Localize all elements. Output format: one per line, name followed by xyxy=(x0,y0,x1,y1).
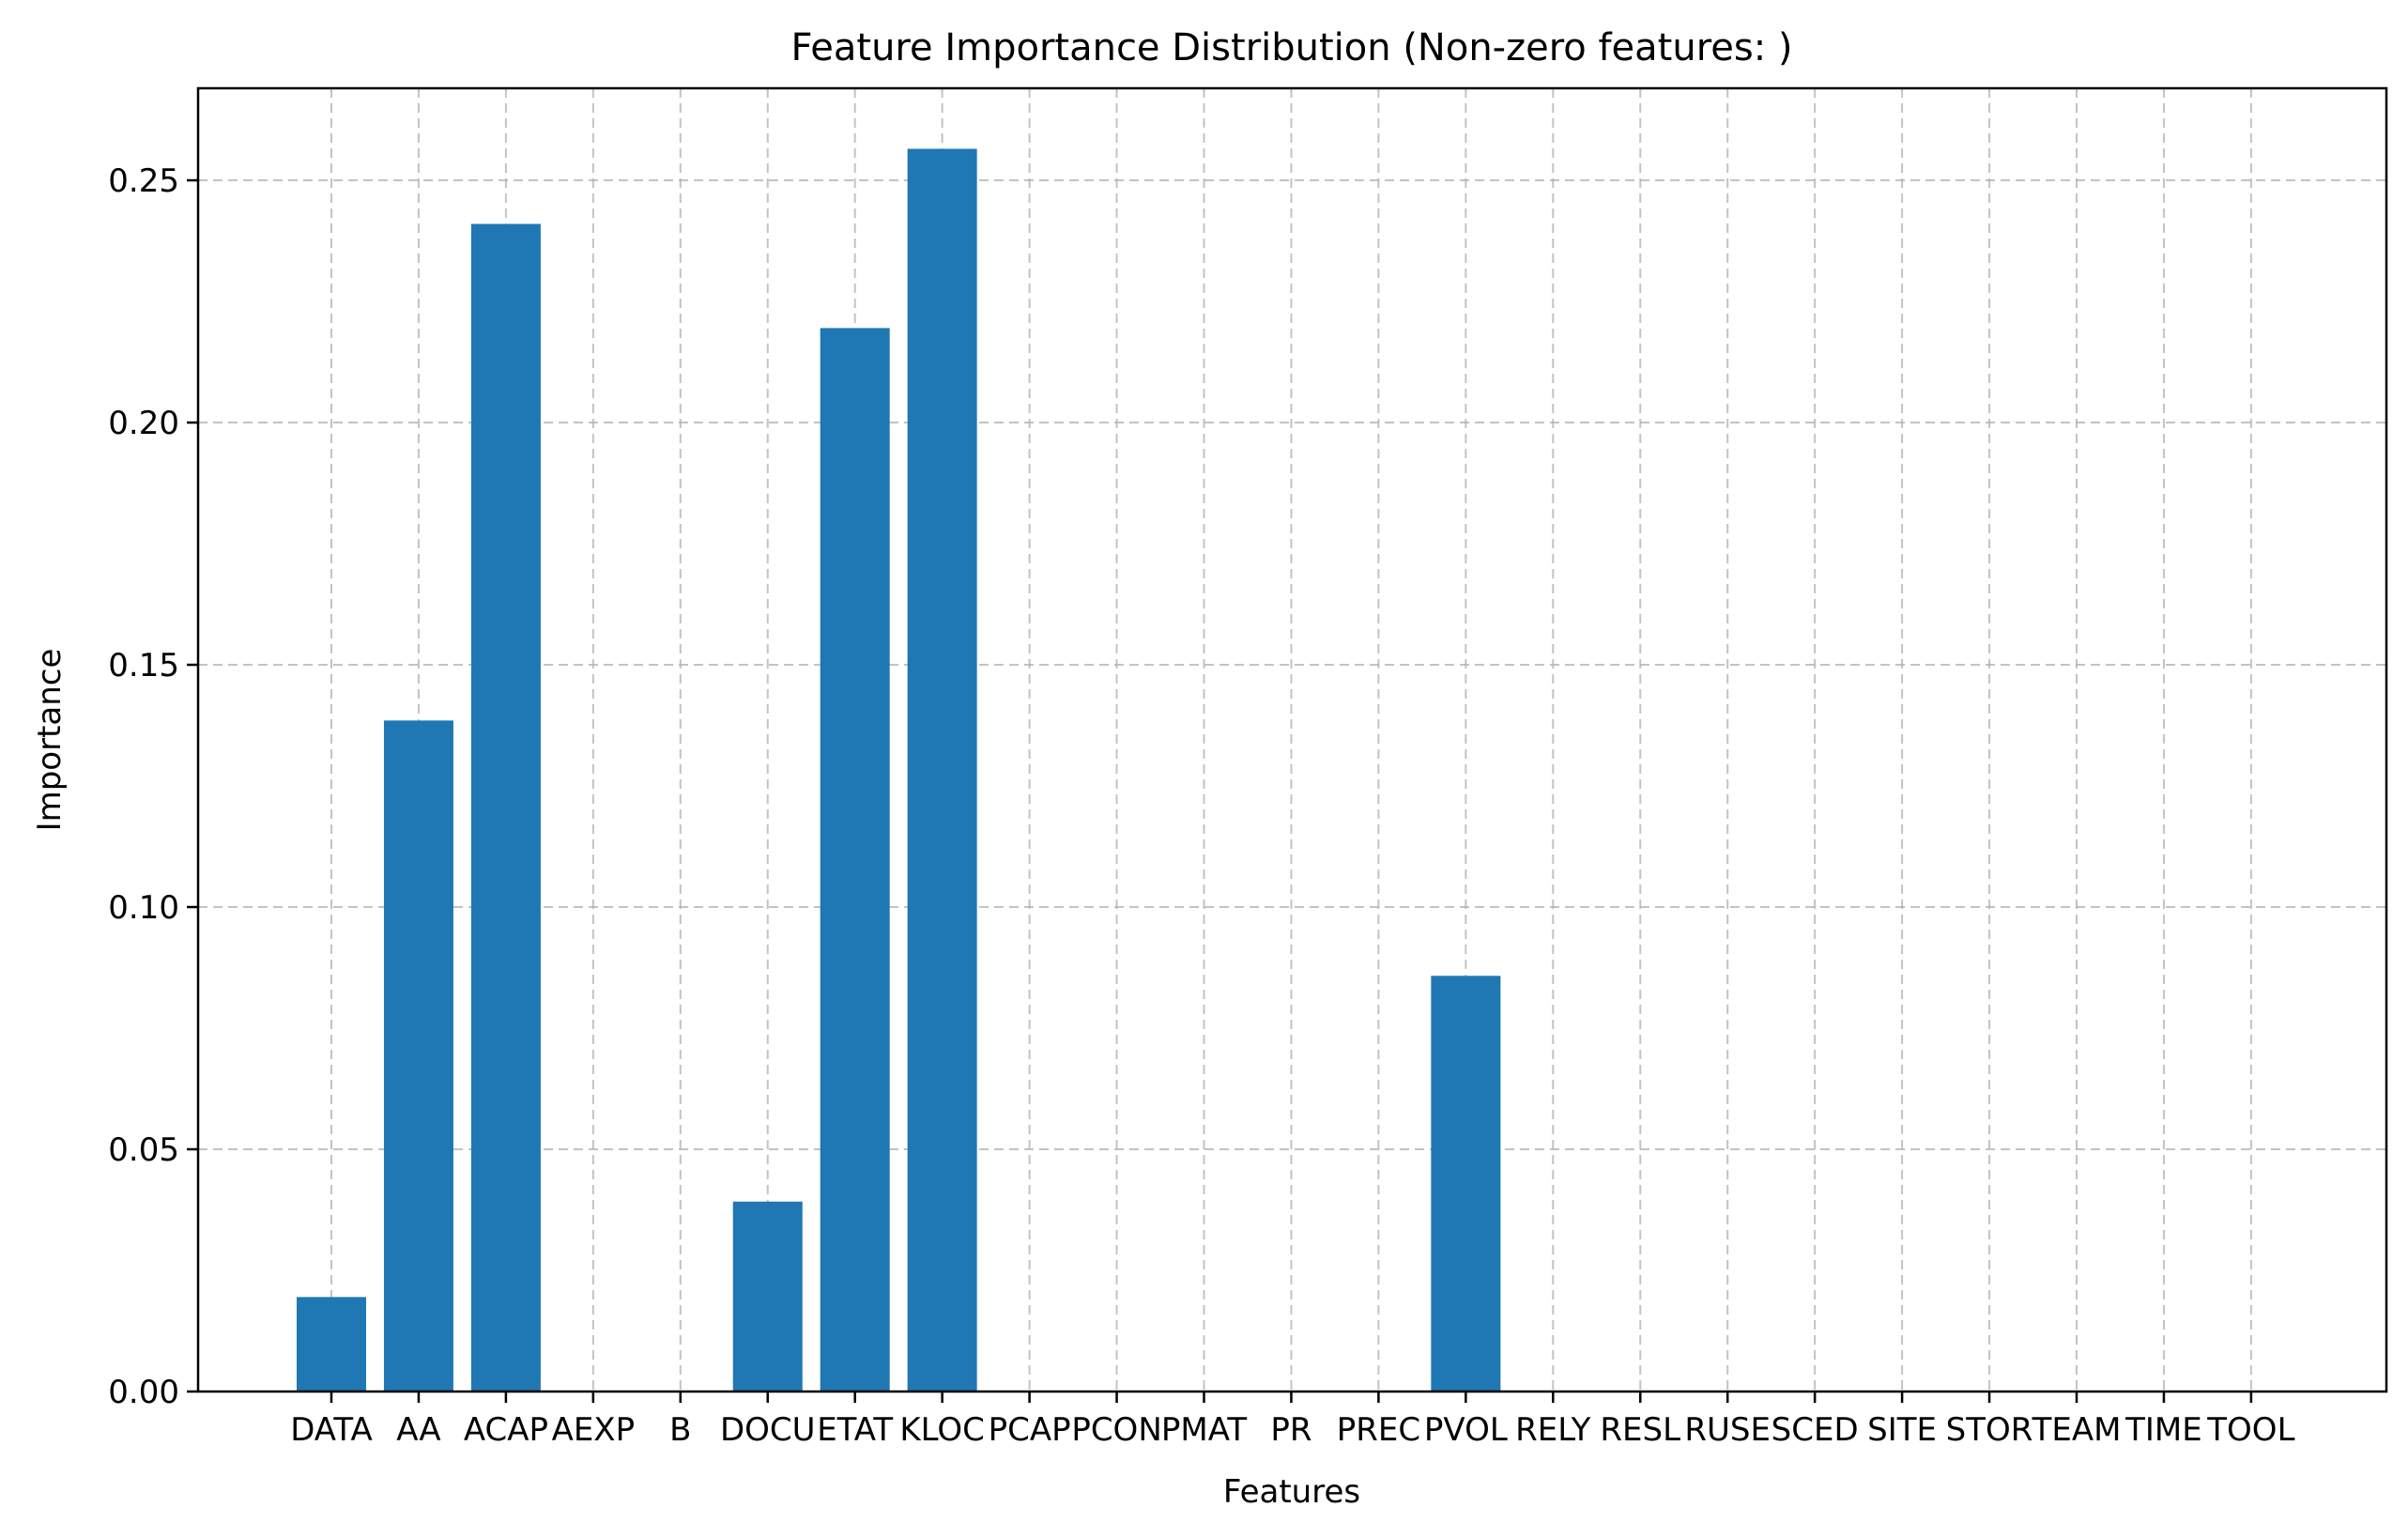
x-tick-label: RESL xyxy=(1600,1411,1680,1449)
x-tick-label: DOCU xyxy=(720,1411,816,1449)
y-tick-label: 0.25 xyxy=(108,162,179,200)
x-tick-label: PVOL xyxy=(1424,1411,1508,1449)
x-tick-label: B xyxy=(669,1411,691,1449)
x-tick-label: PCAP xyxy=(989,1411,1071,1449)
y-tick-label: 0.10 xyxy=(108,889,179,927)
x-tick-label: PR xyxy=(1270,1411,1311,1449)
x-tick-label: ACAP xyxy=(464,1411,548,1449)
x-axis-ticks: DATA AA ACAP AEXP B DOCU ETAT KLOC PCAP PCON PMAT P… xyxy=(290,1392,2295,1449)
x-tick-label: STOR xyxy=(1946,1411,2033,1449)
y-tick-label: 0.15 xyxy=(108,647,179,684)
x-tick-label: SCED xyxy=(1771,1411,1859,1449)
bar-aa xyxy=(383,720,453,1392)
x-tick-label: RUSE xyxy=(1684,1411,1771,1449)
x-tick-label: RELY xyxy=(1515,1411,1591,1449)
x-tick-label: PCON xyxy=(1071,1411,1161,1449)
x-tick-label: AA xyxy=(396,1411,440,1449)
x-tick-label: PREC xyxy=(1337,1411,1420,1449)
chart-title: Feature Importance Distribution (Non-zer… xyxy=(790,26,1792,69)
x-tick-label: TIME xyxy=(2124,1411,2202,1449)
bar-pvol xyxy=(1431,976,1501,1392)
x-tick-label: KLOC xyxy=(899,1411,985,1449)
x-axis-label: Features xyxy=(1223,1473,1360,1511)
x-tick-label: AEXP xyxy=(552,1411,636,1449)
bars xyxy=(297,148,1501,1392)
bar-etat xyxy=(820,328,890,1392)
y-tick-label: 0.20 xyxy=(108,405,179,442)
y-tick-label: 0.00 xyxy=(108,1374,179,1411)
bar-acap xyxy=(470,223,541,1392)
x-tick-label: ETAT xyxy=(817,1411,893,1449)
x-tick-label: DATA xyxy=(290,1411,373,1449)
y-axis-label: Importance xyxy=(31,649,69,832)
x-tick-label: TOOL xyxy=(2206,1411,2294,1449)
y-axis-ticks: 0.00 0.05 0.10 0.15 0.20 0.25 xyxy=(108,162,198,1411)
x-tick-label: TEAM xyxy=(2032,1411,2122,1449)
x-tick-label: SITE xyxy=(1867,1411,1937,1449)
bar-data xyxy=(297,1297,366,1392)
bar-kloc xyxy=(907,148,977,1392)
bar-docu xyxy=(732,1201,803,1392)
y-tick-label: 0.05 xyxy=(108,1131,179,1169)
x-tick-label: PMAT xyxy=(1161,1411,1247,1449)
